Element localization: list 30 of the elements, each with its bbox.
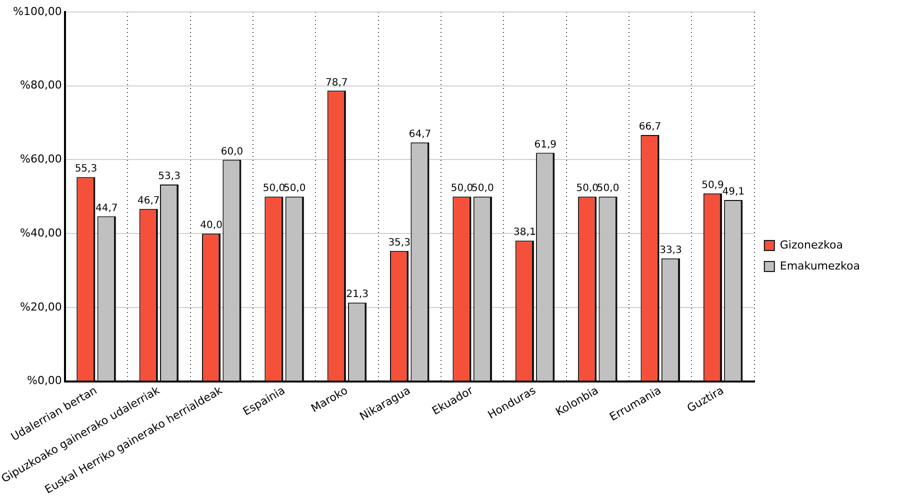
y-tick-label: %80,00 <box>20 78 62 92</box>
data-label: 21,3 <box>346 289 368 300</box>
data-label: 50,0 <box>472 183 494 194</box>
data-label: 50,9 <box>702 180 724 191</box>
data-label: 78,7 <box>326 77 348 88</box>
data-label: 53,3 <box>158 171 180 182</box>
data-label: 60,0 <box>220 146 244 158</box>
data-label: 50,0 <box>284 183 306 194</box>
data-label: 50,0 <box>262 183 286 194</box>
y-tick-label: %20,00 <box>20 300 62 314</box>
y-tick-label: %60,00 <box>20 152 62 166</box>
legend-label: Gizonezkoa <box>780 238 843 252</box>
data-label: 55,3 <box>74 164 98 175</box>
data-label: 33,3 <box>660 244 682 256</box>
y-tick-label: %100,00 <box>12 4 62 18</box>
data-label: 40,0 <box>200 220 222 232</box>
y-tick-label: %0,00 <box>26 374 62 388</box>
data-label: 66,7 <box>638 122 662 133</box>
y-tick-label: %40,00 <box>20 226 62 240</box>
data-label: 38,1 <box>514 227 536 238</box>
data-label: 49,1 <box>722 186 745 198</box>
legend-label: Emakumezkoa <box>780 259 860 272</box>
data-label: 50,0 <box>450 183 474 194</box>
data-label: 35,3 <box>388 238 410 249</box>
data-label: 44,7 <box>95 202 118 214</box>
data-label: 61,9 <box>534 139 556 150</box>
data-label: 50,0 <box>596 183 620 194</box>
data-label: 64,7 <box>408 128 432 140</box>
data-label: 46,7 <box>137 195 160 206</box>
data-label: 50,0 <box>576 183 598 194</box>
